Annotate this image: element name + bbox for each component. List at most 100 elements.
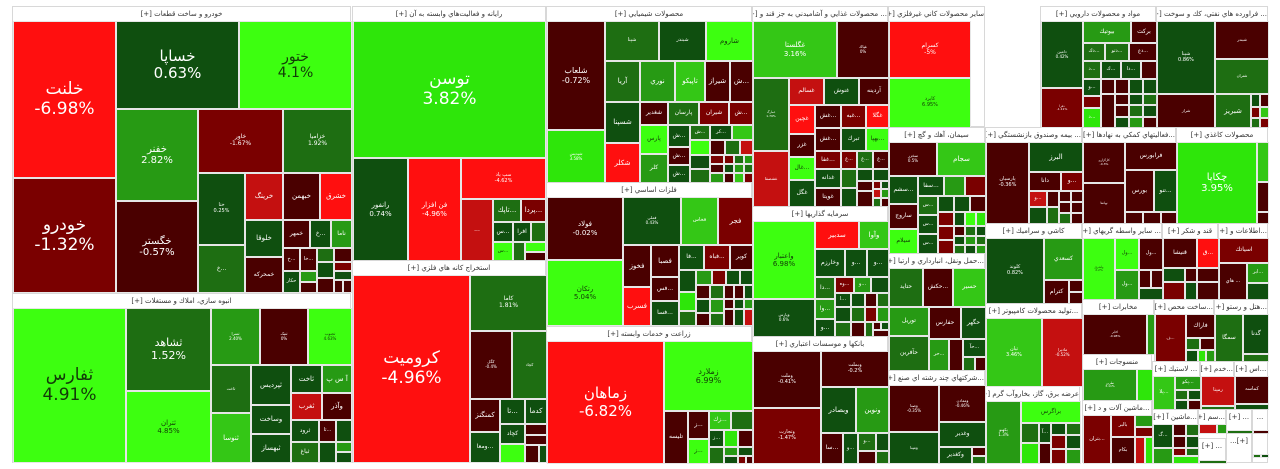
stock-tile[interactable]: رتكان 5.04%	[547, 260, 623, 326]
stock-tile[interactable]	[1257, 142, 1269, 182]
stock-tile[interactable]	[972, 456, 986, 464]
stock-tile[interactable]: ...تاپك	[493, 199, 521, 222]
stock-tile[interactable]: ...غبه	[841, 105, 866, 128]
stock-tile[interactable]: ...ك	[1101, 61, 1121, 79]
stock-tile[interactable]: كچاد	[512, 331, 547, 399]
stock-tile[interactable]: فخاس	[681, 197, 718, 245]
sector-title-expand[interactable]: ...اطلاعات و [+]	[1219, 224, 1267, 238]
stock-tile[interactable]	[857, 181, 873, 191]
stock-tile[interactable]: ...وه	[835, 277, 854, 293]
stock-tile[interactable]	[724, 447, 738, 456]
stock-tile[interactable]: شبندر	[659, 21, 706, 61]
stock-tile[interactable]: ...ش	[730, 61, 753, 102]
stock-tile[interactable]	[1143, 79, 1157, 94]
stock-tile[interactable]	[1197, 268, 1219, 282]
stock-tile[interactable]: ... هاي	[1219, 263, 1247, 300]
stock-tile[interactable]	[1129, 79, 1143, 94]
stock-tile[interactable]	[525, 242, 546, 252]
stock-tile[interactable]: ...دا	[1121, 61, 1141, 79]
stock-tile[interactable]: ...ش	[668, 165, 690, 183]
stock-tile[interactable]: ثشاهد 1.52%	[126, 308, 211, 391]
stock-tile[interactable]	[938, 240, 954, 254]
stock-tile[interactable]	[334, 280, 343, 293]
stock-tile[interactable]: دفرا -1.11%	[1041, 88, 1083, 128]
sector-title-expand[interactable]: فلزات اساسي [+]	[547, 183, 751, 197]
stock-tile[interactable]	[1173, 448, 1186, 456]
stock-tile[interactable]	[343, 280, 352, 293]
sector-title-expand[interactable]: عرضه برق، گاز، بخاروآب گرم [+]	[986, 387, 1079, 401]
stock-tile[interactable]: ...و	[843, 433, 858, 464]
stock-tile[interactable]	[1186, 338, 1200, 350]
stock-tile[interactable]: ثبهساز	[251, 434, 291, 463]
stock-tile[interactable]: كلوند 0.82%	[986, 238, 1044, 304]
sector-title-expand[interactable]: ...خدم [+]	[1201, 362, 1233, 376]
stock-tile[interactable]: شيراز	[705, 61, 730, 102]
stock-tile[interactable]: ...د	[1083, 108, 1101, 128]
stock-tile[interactable]: ...فس	[651, 277, 679, 301]
stock-tile[interactable]: سخزر 0.5%	[889, 142, 937, 176]
stock-tile[interactable]	[851, 307, 865, 322]
stock-tile[interactable]: كترام	[1044, 280, 1069, 304]
stock-tile[interactable]: خاور -1.67%	[198, 109, 283, 173]
stock-tile[interactable]: ...فسا	[651, 301, 679, 326]
stock-tile[interactable]: ...ق	[1197, 238, 1219, 268]
stock-tile[interactable]: ثپردیس	[251, 365, 291, 405]
stock-tile[interactable]: وغدير	[939, 422, 986, 447]
stock-tile[interactable]: ...غش	[815, 128, 841, 151]
stock-tile[interactable]	[873, 322, 881, 330]
stock-tile[interactable]: پارسیان -0.36%	[986, 142, 1029, 224]
sector-title-expand[interactable]: سيمان، آهك و گچ [+]	[889, 128, 984, 142]
stock-tile[interactable]: آردينه	[859, 78, 889, 105]
stock-tile[interactable]	[690, 169, 710, 183]
stock-tile[interactable]: ...و	[1083, 79, 1101, 96]
stock-tile[interactable]	[709, 447, 724, 464]
stock-tile[interactable]: تاپيكو	[675, 61, 705, 102]
stock-tile[interactable]	[954, 212, 965, 226]
stock-tile[interactable]: اسیاتك	[1219, 238, 1269, 263]
stock-tile[interactable]: دامین 0.42%	[1041, 21, 1083, 88]
stock-tile[interactable]	[954, 226, 965, 236]
stock-tile[interactable]: ...دتو	[1105, 43, 1129, 61]
stock-tile[interactable]: غپاك 0%	[837, 21, 889, 78]
stock-tile[interactable]	[865, 322, 873, 337]
sector-title-expand[interactable]: كاشي و سراميك [+]	[986, 224, 1081, 238]
stock-tile[interactable]	[1173, 436, 1186, 448]
stock-tile[interactable]: ...غ	[857, 151, 873, 169]
stock-tile[interactable]	[1066, 435, 1081, 449]
stock-tile[interactable]: سپ یاد -4.62%	[461, 158, 546, 199]
stock-tile[interactable]: ...	[461, 199, 493, 261]
stock-tile[interactable]	[851, 293, 865, 307]
stock-tile[interactable]	[938, 196, 954, 212]
stock-tile[interactable]: بكام	[1111, 437, 1135, 464]
stock-tile[interactable]: ...دا	[815, 277, 835, 299]
stock-tile[interactable]	[1247, 283, 1269, 300]
stock-tile[interactable]	[1163, 282, 1185, 300]
stock-tile[interactable]: وكغدير	[939, 447, 972, 464]
stock-tile[interactable]	[1039, 443, 1051, 464]
stock-tile[interactable]: شاروم	[706, 21, 753, 61]
stock-tile[interactable]: نوري	[640, 61, 675, 102]
stock-tile[interactable]	[334, 248, 352, 262]
stock-tile[interactable]	[690, 155, 710, 169]
stock-tile[interactable]	[1051, 435, 1066, 449]
stock-tile[interactable]	[1051, 423, 1066, 435]
stock-tile[interactable]	[1139, 270, 1151, 288]
stock-tile[interactable]	[857, 191, 873, 207]
stock-tile[interactable]: شپنا	[605, 21, 659, 61]
stock-tile[interactable]: ...گ	[1153, 424, 1173, 448]
stock-tile[interactable]: ...سشم	[889, 176, 918, 204]
sector-title-expand[interactable]: ... بيمه وصندوق بازنشستگي [+]	[986, 128, 1081, 142]
stock-tile[interactable]	[970, 196, 986, 212]
stock-tile[interactable]: افرا	[513, 222, 531, 242]
stock-tile[interactable]	[1021, 423, 1039, 443]
stock-tile[interactable]: ختور 4.1%	[239, 21, 352, 109]
stock-tile[interactable]	[835, 307, 851, 322]
stock-tile[interactable]: كگل -0.4%	[470, 331, 512, 399]
stock-tile[interactable]: ...ش	[729, 102, 753, 125]
stock-tile[interactable]: تبرك	[841, 128, 866, 151]
stock-tile[interactable]: ...و	[858, 433, 876, 451]
stock-tile[interactable]: ...ش	[668, 125, 690, 147]
stock-tile[interactable]: حسير	[953, 268, 986, 307]
stock-tile[interactable]	[1173, 424, 1186, 436]
stock-tile[interactable]	[712, 270, 726, 285]
